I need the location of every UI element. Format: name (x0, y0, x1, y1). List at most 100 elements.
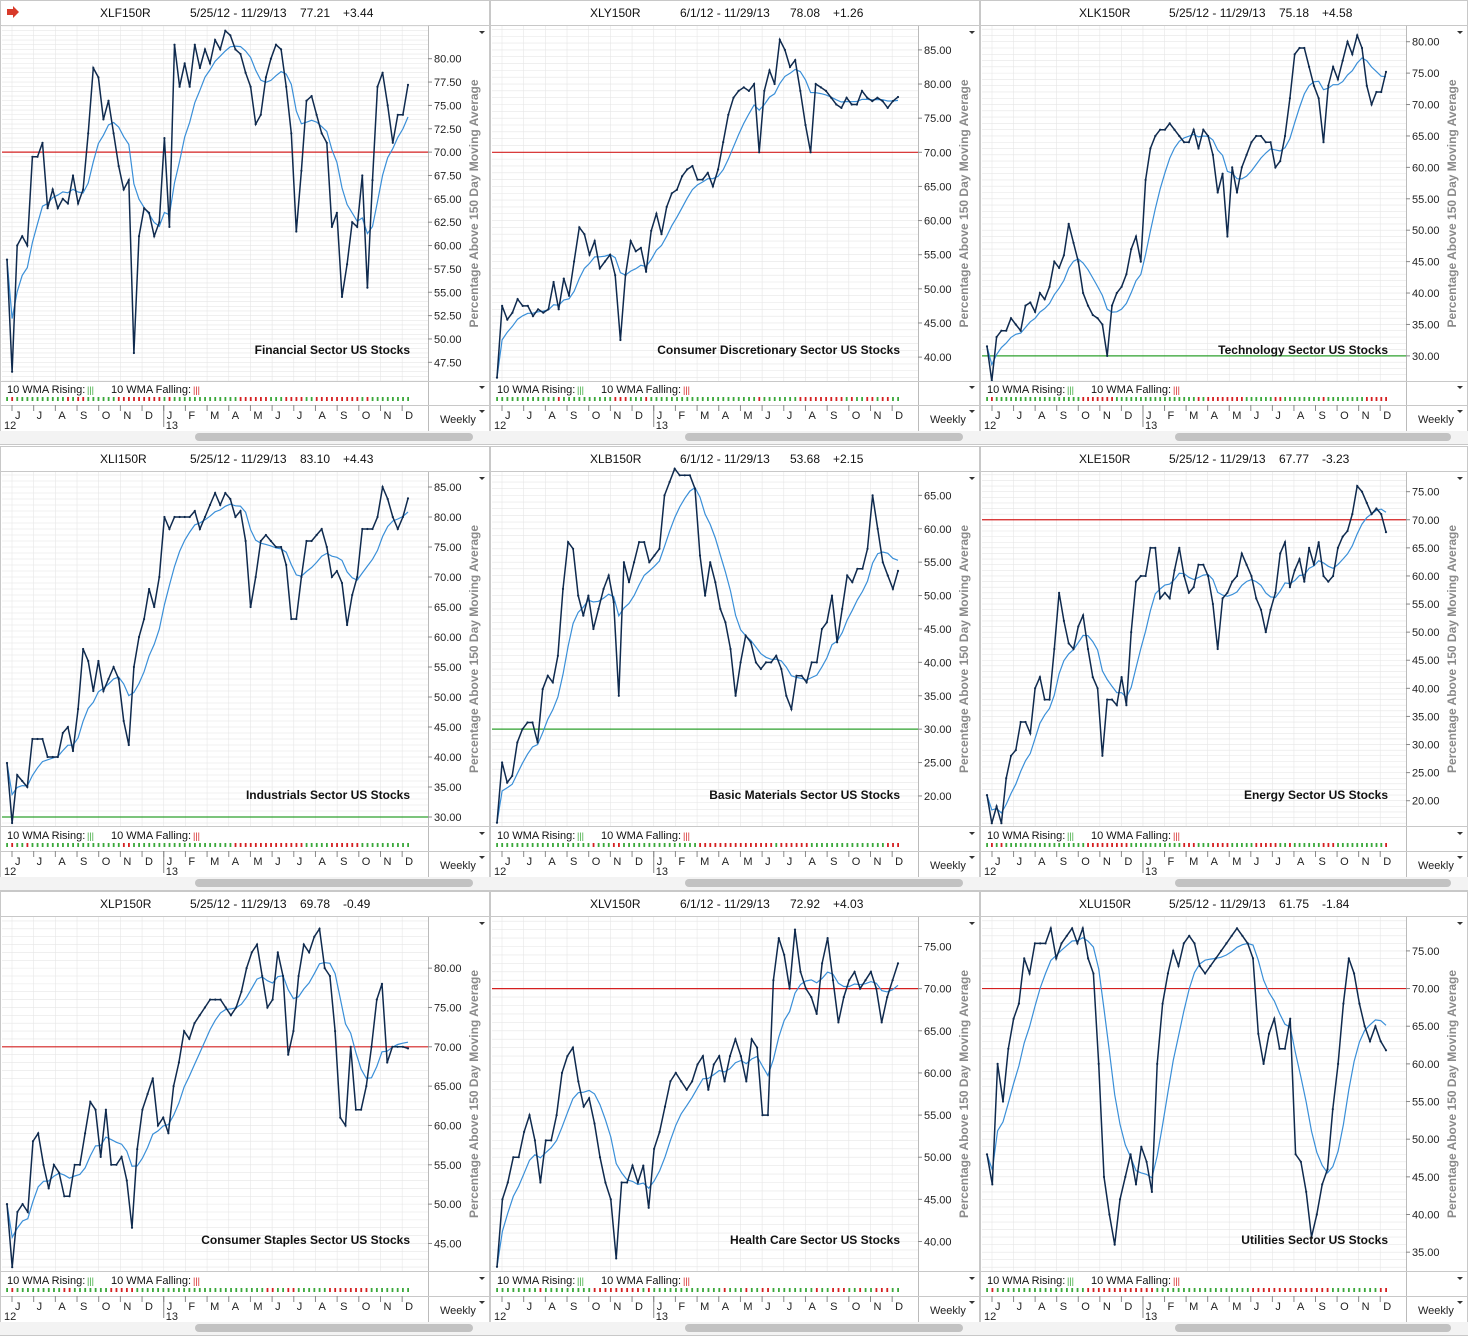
wma-rising-mark (609, 397, 612, 401)
wma-rising-mark (1039, 1288, 1042, 1292)
wma-rising-mark (1173, 843, 1176, 847)
wma-rising-mark (1007, 1288, 1010, 1292)
dropdown-caret-icon[interactable] (479, 477, 485, 480)
scrollbar-thumb[interactable] (1175, 433, 1451, 441)
dropdown-caret-icon[interactable] (969, 1277, 975, 1280)
period-dropdown-icon[interactable] (1457, 410, 1463, 413)
dropdown-caret-icon[interactable] (1457, 477, 1463, 480)
period-dropdown-icon[interactable] (1457, 1301, 1463, 1304)
period-dropdown-icon[interactable] (1457, 856, 1463, 859)
dropdown-caret-icon[interactable] (1457, 31, 1463, 34)
dropdown-caret-icon[interactable] (969, 477, 975, 480)
x-tick-label: M (253, 410, 262, 422)
scrollbar-thumb[interactable] (195, 879, 473, 887)
data-point (542, 311, 545, 314)
scrollbar-thumb[interactable] (195, 1324, 473, 1332)
dropdown-caret-icon[interactable] (969, 386, 975, 389)
data-point (41, 141, 44, 144)
dropdown-caret-icon[interactable] (969, 832, 975, 835)
wma-line (6, 45, 409, 319)
wma-rising-mark (629, 397, 632, 401)
data-point (360, 1108, 363, 1111)
data-point (1067, 222, 1070, 225)
y-tick-label: 55.00 (434, 287, 462, 299)
wma-rising-mark (172, 1288, 175, 1292)
wma-falling-mark (1097, 1288, 1100, 1292)
data-point (1273, 1017, 1276, 1020)
wma-rising-mark (732, 397, 735, 401)
data-point (821, 962, 824, 965)
scrollbar-thumb[interactable] (1175, 1324, 1451, 1332)
wma-rising-mark (199, 843, 201, 847)
period-dropdown-icon[interactable] (969, 410, 975, 413)
data-point (168, 527, 171, 531)
dropdown-caret-icon[interactable] (479, 922, 485, 925)
data-point (1356, 484, 1359, 488)
data-point (571, 1046, 574, 1049)
x-tick-label: A (318, 410, 326, 422)
data-point (1341, 59, 1344, 62)
dropdown-caret-icon[interactable] (479, 1277, 485, 1280)
period-dropdown-icon[interactable] (969, 856, 975, 859)
scrollbar-thumb[interactable] (685, 879, 963, 887)
wma-rising-mark (986, 843, 988, 847)
wma-rising-mark (275, 397, 278, 401)
y-tick-label: 65.00 (1412, 131, 1440, 143)
data-point (239, 509, 242, 513)
wma-falling-mark (624, 397, 627, 401)
scrollbar-thumb[interactable] (1175, 879, 1451, 887)
data-point (516, 741, 519, 744)
wma-rising-mark (511, 397, 514, 401)
wma-falling-mark (315, 397, 318, 401)
x-tick-label: O (852, 410, 861, 422)
data-point (609, 1198, 612, 1201)
legend-falling-label: 10 WMA Falling: (601, 1275, 681, 1287)
period-dropdown-icon[interactable] (969, 1301, 975, 1304)
wma-rising-mark (16, 1288, 19, 1292)
dropdown-caret-icon[interactable] (1457, 922, 1463, 925)
wma-falling-mark (275, 843, 278, 847)
data-point (1288, 586, 1291, 589)
dropdown-caret-icon[interactable] (969, 922, 975, 925)
period-dropdown-icon[interactable] (479, 856, 485, 859)
chart-subtitle: Basic Materials Sector US Stocks (709, 788, 900, 802)
data-point (153, 235, 156, 238)
dropdown-caret-icon[interactable] (1457, 1277, 1463, 1280)
data-point (261, 974, 264, 978)
year-label: 12 (984, 420, 996, 432)
wma-rising-mark (375, 1288, 378, 1292)
dropdown-caret-icon[interactable] (1457, 832, 1463, 835)
wma-rising-mark (371, 397, 374, 401)
wma-falling-mark (1212, 843, 1214, 847)
wma-rising-mark (407, 1288, 409, 1292)
wma-rising-mark (588, 1288, 591, 1292)
dropdown-caret-icon[interactable] (1457, 386, 1463, 389)
data-point (148, 211, 151, 214)
dropdown-caret-icon[interactable] (479, 832, 485, 835)
data-point (1207, 574, 1210, 578)
period-label: Weekly (440, 414, 476, 426)
data-point (810, 996, 813, 999)
period-dropdown-icon[interactable] (479, 1301, 485, 1304)
period-dropdown-icon[interactable] (479, 410, 485, 413)
scrollbar-thumb[interactable] (685, 1324, 963, 1332)
data-point (706, 171, 709, 174)
dropdown-caret-icon[interactable] (479, 31, 485, 34)
data-point (837, 1021, 840, 1024)
data-point (528, 1114, 531, 1117)
data-point (254, 123, 257, 126)
wma-falling-mark (620, 1288, 623, 1292)
chart-date-range: 5/25/12 - 11/29/13 (190, 6, 287, 20)
dropdown-caret-icon[interactable] (479, 386, 485, 389)
data-point (406, 83, 410, 86)
wma-falling-mark (168, 397, 171, 401)
data-point (97, 659, 100, 663)
arrow-right-icon[interactable] (7, 6, 19, 18)
scrollbar-thumb[interactable] (685, 433, 963, 441)
wma-rising-mark (1337, 843, 1339, 847)
dropdown-caret-icon[interactable] (969, 31, 975, 34)
wma-rising-mark (58, 1288, 61, 1292)
data-point (714, 581, 717, 584)
wma-rising-mark (870, 1288, 872, 1292)
scrollbar-thumb[interactable] (195, 433, 473, 441)
